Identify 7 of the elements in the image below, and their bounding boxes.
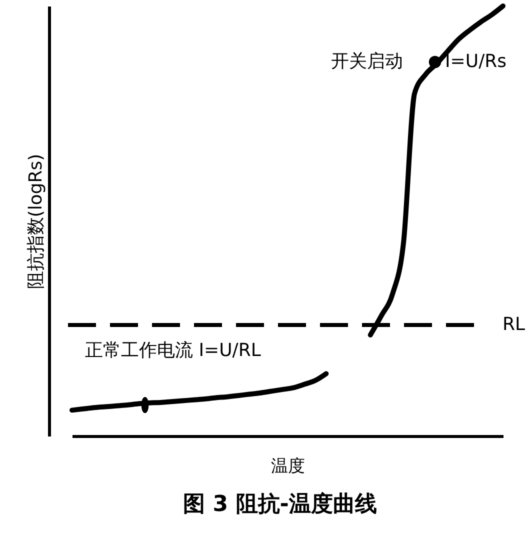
text: 图 3 阻抗-温度曲线	[183, 491, 377, 517]
annotation: 正常工作电流 I=U/RL	[85, 340, 261, 361]
annotation: I=U/Rs	[445, 51, 507, 72]
annotation: 开关启动	[331, 51, 403, 72]
ref-line-label: RL	[502, 314, 525, 336]
x-axis-title: 温度	[271, 456, 305, 476]
y-axis-title: 阻抗指数(logRs)	[26, 154, 46, 290]
